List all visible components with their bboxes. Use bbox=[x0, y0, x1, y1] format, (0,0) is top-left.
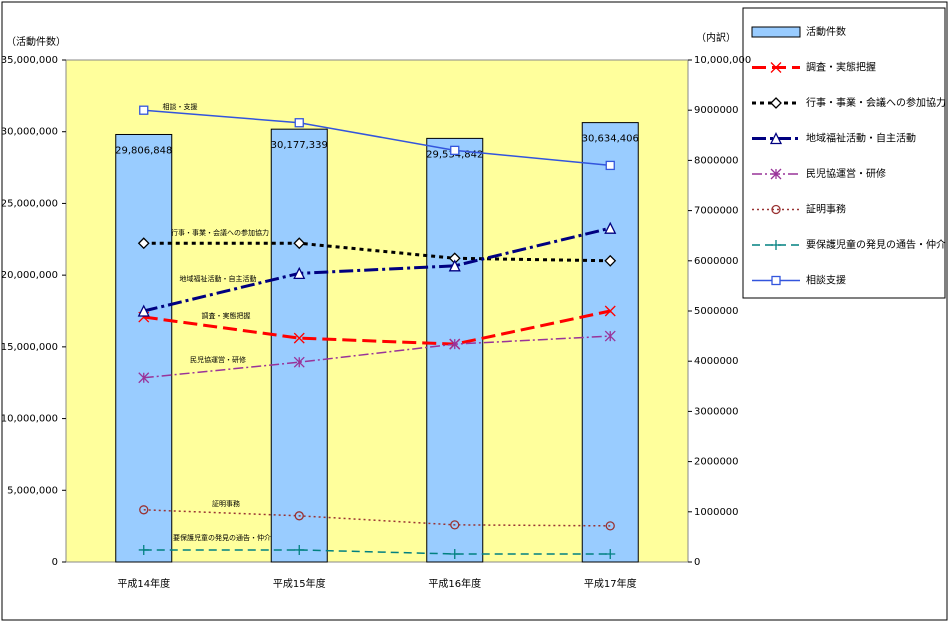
marker bbox=[605, 548, 616, 559]
marker bbox=[769, 132, 783, 145]
marker bbox=[770, 97, 782, 109]
legend-swatch bbox=[751, 26, 801, 38]
bar bbox=[426, 137, 484, 563]
marker bbox=[293, 332, 305, 344]
marker bbox=[293, 356, 305, 368]
bar-value-label: 30,634,406 bbox=[582, 134, 639, 145]
y2-axis-title: （内訳） bbox=[696, 31, 736, 44]
marker bbox=[770, 62, 782, 73]
y2-tick-label: 10,000,000 bbox=[694, 55, 751, 66]
y2-tick-label: 8000000 bbox=[694, 155, 739, 166]
y-axis-title: （活動件数） bbox=[6, 35, 66, 48]
marker bbox=[604, 305, 616, 317]
marker bbox=[605, 521, 615, 531]
y2-tick-label: 1000000 bbox=[694, 507, 739, 518]
line bbox=[143, 226, 611, 313]
legend-label: 証明事務 bbox=[806, 203, 846, 216]
y2-tick-label: 4000000 bbox=[694, 356, 739, 367]
line bbox=[143, 241, 611, 263]
y-tick-label: 0 bbox=[52, 557, 58, 568]
marker bbox=[137, 304, 150, 317]
annotation: 民児協運営・研修 bbox=[190, 355, 246, 364]
legend-label: 行事・事業・会議への参加協力 bbox=[806, 96, 946, 109]
marker bbox=[139, 105, 149, 115]
marker bbox=[448, 259, 461, 272]
legend-label: 地域福祉活動・自主活動 bbox=[806, 132, 916, 145]
legend-label: 調査・実態把握 bbox=[806, 61, 876, 74]
y-tick-label: 25,000,000 bbox=[1, 198, 58, 209]
bar-value-label: 30,177,339 bbox=[271, 140, 328, 151]
marker bbox=[770, 168, 782, 180]
marker bbox=[604, 221, 617, 234]
marker bbox=[450, 145, 460, 156]
legend-label: 民児協運営・研修 bbox=[806, 167, 886, 180]
legend-label: 相談支援 bbox=[806, 274, 846, 287]
bar bbox=[581, 122, 639, 563]
x-tick-label: 平成17年度 bbox=[584, 577, 637, 590]
marker bbox=[771, 275, 781, 286]
y2-tick-label: 0 bbox=[694, 557, 700, 568]
x-tick-label: 平成15年度 bbox=[273, 577, 326, 590]
marker bbox=[293, 266, 306, 279]
marker bbox=[771, 204, 781, 215]
marker bbox=[138, 372, 150, 384]
marker bbox=[294, 544, 305, 555]
marker bbox=[138, 544, 149, 555]
y-tick-label: 30,000,000 bbox=[1, 127, 58, 138]
legend-label: 要保護児童の発見の通告・仲介 bbox=[806, 238, 946, 251]
x-tick-label: 平成14年度 bbox=[117, 577, 170, 590]
marker bbox=[449, 548, 460, 559]
annotation: 相談・支援 bbox=[163, 102, 198, 111]
x-tick-label: 平成16年度 bbox=[428, 577, 481, 590]
marker bbox=[604, 254, 617, 267]
marker bbox=[605, 160, 615, 171]
y2-tick-label: 3000000 bbox=[694, 406, 739, 417]
y2-tick-label: 2000000 bbox=[694, 457, 739, 468]
annotation: 調査・実態把握 bbox=[202, 311, 251, 320]
y-tick-label: 35,000,000 bbox=[1, 55, 58, 66]
annotation: 地域福祉活動・自主活動 bbox=[180, 274, 257, 283]
marker bbox=[450, 520, 460, 530]
annotation: 証明事務 bbox=[212, 499, 240, 508]
marker bbox=[604, 330, 616, 342]
marker bbox=[449, 338, 461, 350]
y2-tick-label: 7000000 bbox=[694, 206, 739, 217]
bar bbox=[115, 133, 173, 563]
legend-box bbox=[742, 7, 946, 299]
annotation: 要保護児童の発見の通告・仲介 bbox=[173, 533, 271, 542]
bar-value-label: 29,806,848 bbox=[115, 145, 172, 156]
y2-tick-label: 9000000 bbox=[694, 105, 739, 116]
legend-label: 活動件数 bbox=[806, 25, 846, 38]
y-tick-label: 5,000,000 bbox=[7, 485, 58, 496]
y2-tick-label: 5000000 bbox=[694, 306, 739, 317]
line bbox=[143, 335, 611, 379]
marker bbox=[139, 505, 149, 515]
annotation: 行事・事業・会議への参加協力 bbox=[171, 228, 269, 237]
bar bbox=[270, 128, 328, 563]
marker bbox=[294, 511, 304, 521]
y-tick-label: 20,000,000 bbox=[1, 270, 58, 281]
y2-tick-label: 6000000 bbox=[694, 256, 739, 267]
y-tick-label: 15,000,000 bbox=[1, 342, 58, 353]
line bbox=[143, 109, 611, 167]
y-tick-label: 10,000,000 bbox=[1, 414, 58, 425]
line bbox=[143, 309, 611, 346]
marker bbox=[294, 118, 304, 128]
marker bbox=[293, 237, 306, 250]
marker bbox=[771, 240, 781, 250]
marker bbox=[137, 237, 150, 250]
